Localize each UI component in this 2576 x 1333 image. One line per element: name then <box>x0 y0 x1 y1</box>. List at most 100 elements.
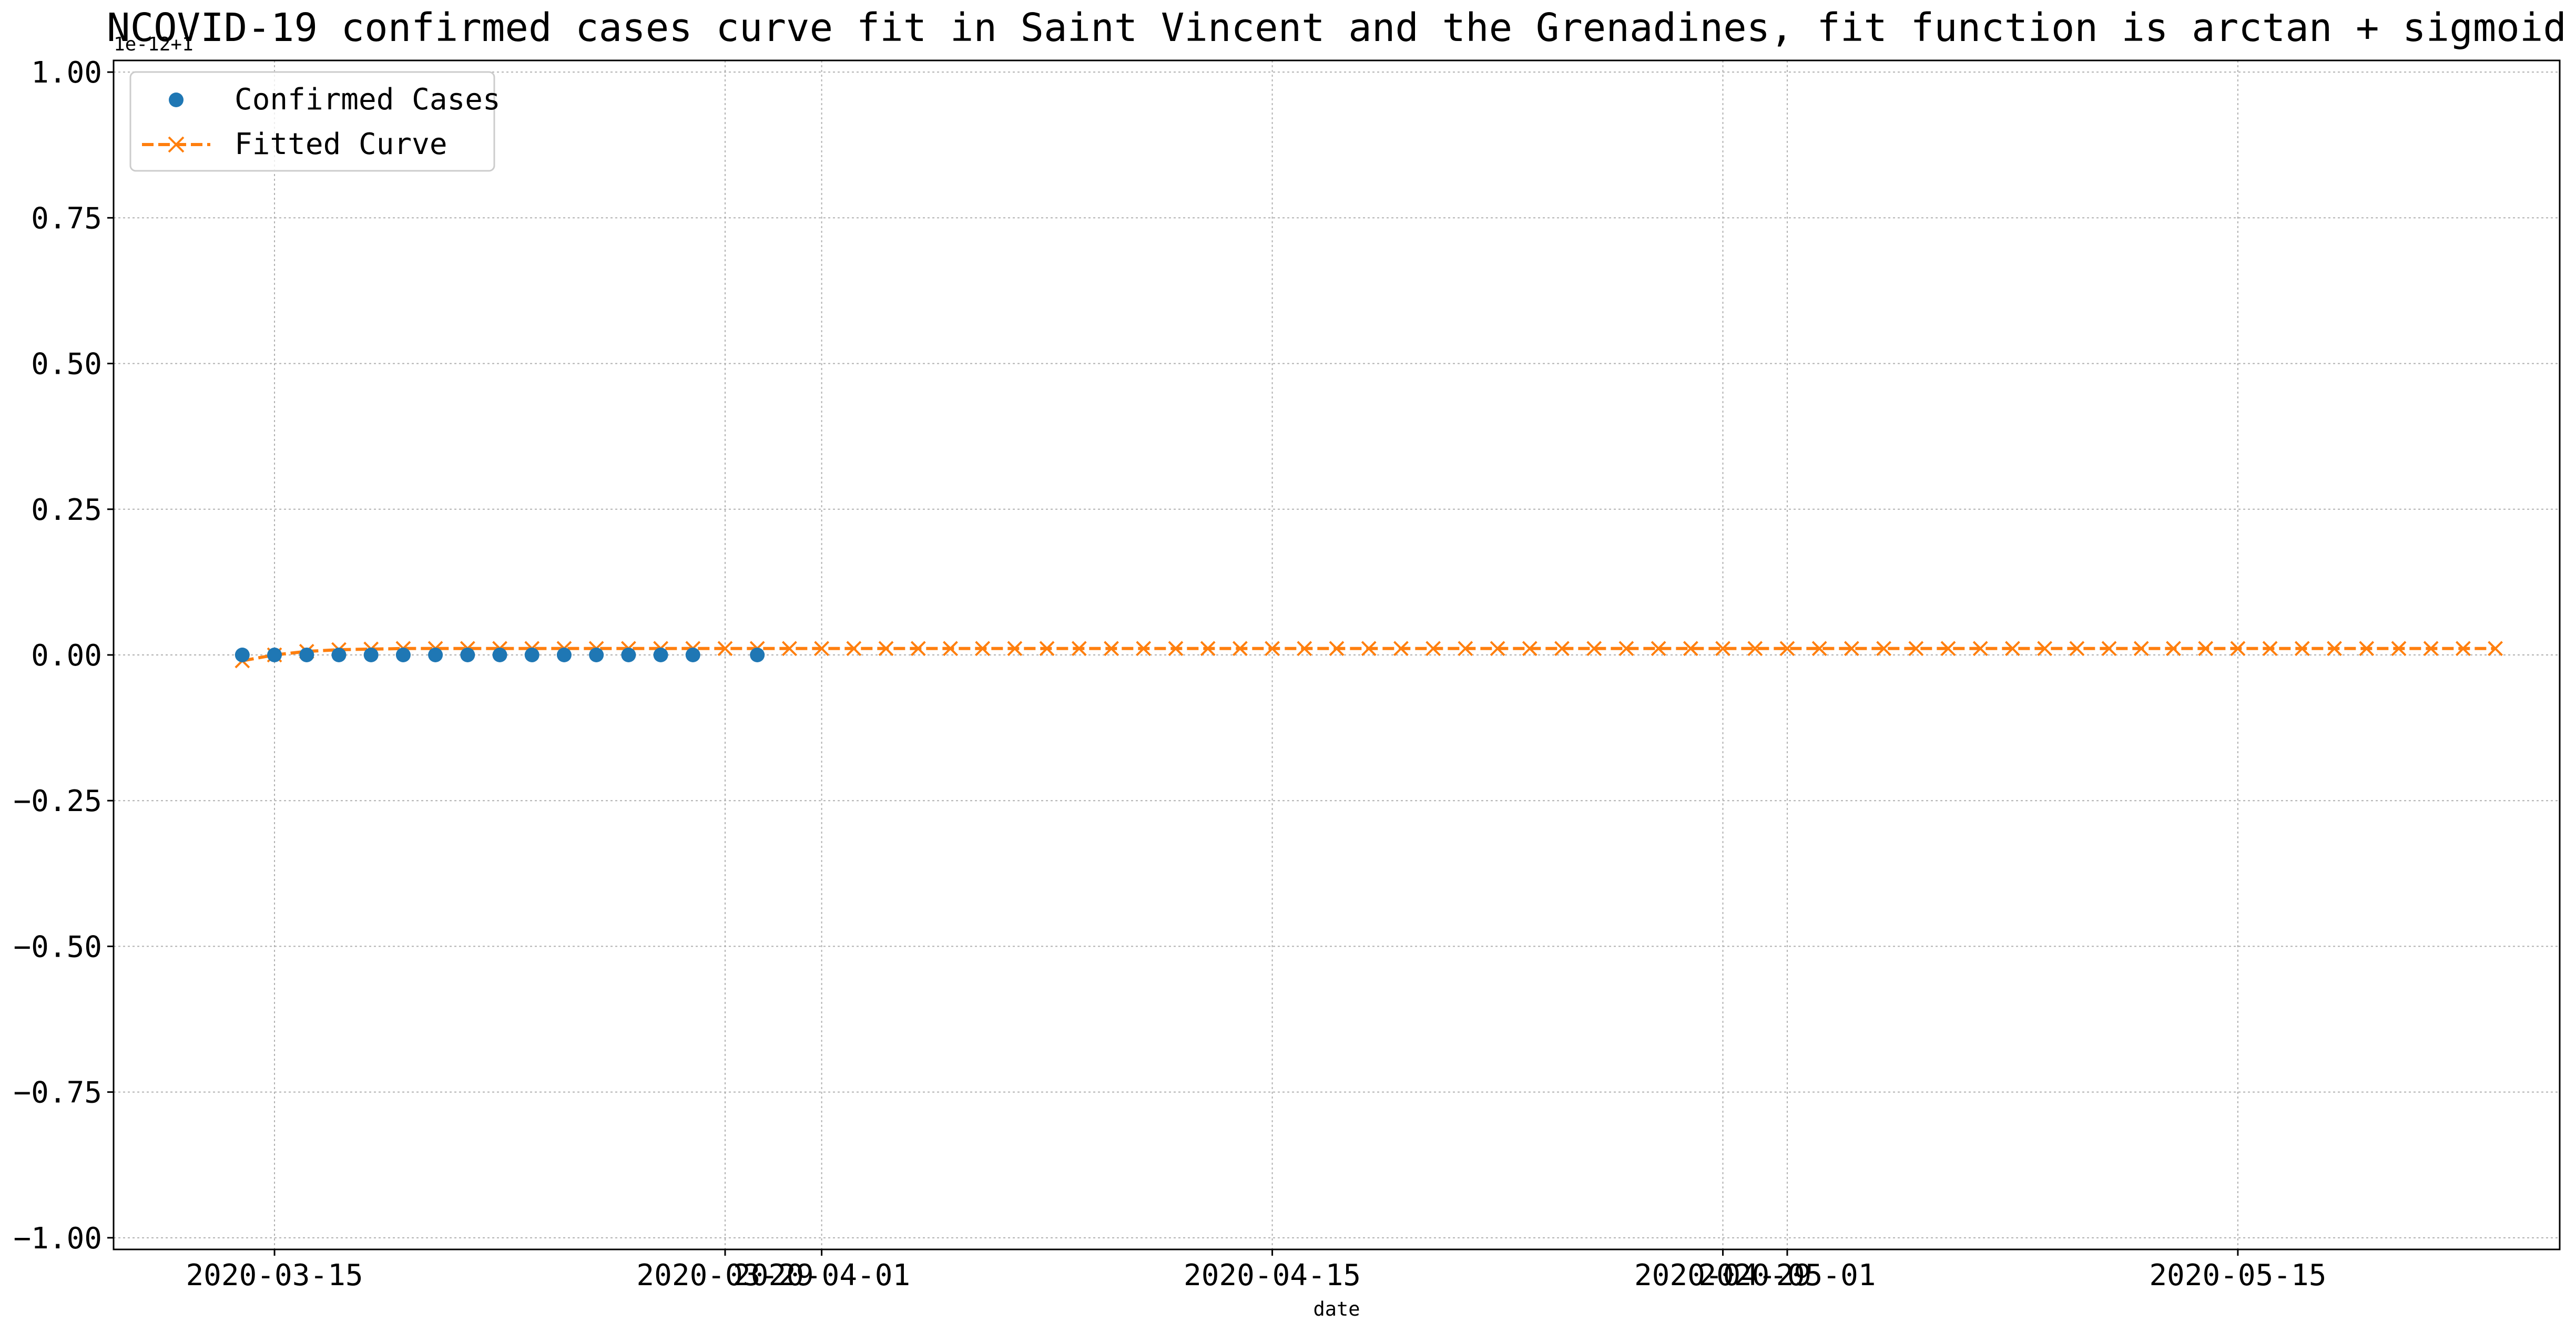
fitted-curve-point <box>1683 641 1698 657</box>
confirmed-cases-point <box>750 648 765 662</box>
fitted-curve-point <box>2166 641 2181 657</box>
confirmed-cases-series <box>235 648 765 662</box>
fitted-curve-point <box>1136 641 1152 657</box>
confirmed-cases-point <box>653 648 668 662</box>
fitted-curve-point <box>814 641 830 657</box>
fitted-curve-point <box>846 641 862 657</box>
fitted-curve-point <box>717 641 733 657</box>
x-axis-label: date <box>1313 1298 1360 1320</box>
fitted-curve-point <box>1329 641 1345 657</box>
fitted-curve-point <box>1522 641 1538 657</box>
legend-marker-confirmed-cases <box>169 93 184 107</box>
confirmed-cases-point <box>235 648 250 662</box>
fitted-curve-point <box>2455 641 2471 657</box>
y-tick-label: 0.50 <box>31 347 102 382</box>
fitted-curve-point <box>1715 641 1730 657</box>
x-tick-label: 2020-03-15 <box>186 1258 363 1293</box>
confirmed-cases-point <box>460 648 475 662</box>
fitted-curve-point <box>1747 641 1763 657</box>
fitted-curve-point <box>2359 641 2375 657</box>
fitted-curve-point <box>1940 641 1956 657</box>
legend: Confirmed Cases Fitted Curve <box>129 71 501 172</box>
y-offset-label: 1e-12+1 <box>114 34 194 55</box>
confirmed-cases-point <box>395 648 411 662</box>
fitted-curve-point <box>782 641 797 657</box>
y-tick-label: −0.50 <box>13 930 102 964</box>
confirmed-cases-point <box>492 648 507 662</box>
fitted-curve-point <box>1361 641 1377 657</box>
confirmed-cases-point <box>685 648 700 662</box>
fitted-curve-point <box>943 641 958 657</box>
y-tick-label: −0.75 <box>13 1076 102 1110</box>
fitted-curve-point <box>2391 641 2407 657</box>
x-tick-label: 2020-04-01 <box>733 1258 910 1293</box>
fitted-curve-point <box>1490 641 1505 657</box>
fitted-curve-point <box>2230 641 2246 657</box>
y-tick-label: 1.00 <box>31 56 102 90</box>
fitted-curve-point <box>1876 641 1891 657</box>
x-tick-label: 2020-03-29 <box>636 1258 813 1293</box>
fitted-curve-point <box>1779 641 1795 657</box>
confirmed-cases-point <box>299 648 314 662</box>
fitted-curve-point <box>1007 641 1023 657</box>
fitted-curve-point <box>2423 641 2439 657</box>
fitted-curve-point <box>2069 641 2085 657</box>
legend-label-confirmed-cases: Confirmed Cases <box>235 83 501 117</box>
fitted-curve-point <box>1104 641 1119 657</box>
fitted-curve-point <box>1844 641 1859 657</box>
fitted-curve-point <box>1297 641 1312 657</box>
fitted-curve-point <box>1972 641 1988 657</box>
fitted-curve-point <box>1458 641 1473 657</box>
x-tick-label: 2020-04-29 <box>1634 1258 1811 1293</box>
fitted-curve-point <box>1651 641 1666 657</box>
fitted-curve-point <box>2327 641 2342 657</box>
fitted-curve-point <box>2262 641 2278 657</box>
x-tick-label: 2020-05-15 <box>2149 1258 2326 1293</box>
y-tick-label: 0.75 <box>31 201 102 235</box>
legend-label-fitted-curve: Fitted Curve <box>235 127 447 161</box>
confirmed-cases-point <box>524 648 539 662</box>
fitted-curve-point <box>1168 641 1184 657</box>
legend-marker-fitted-curve <box>168 136 185 153</box>
fitted-curve-point <box>2005 641 2020 657</box>
fitted-curve-point <box>878 641 894 657</box>
grid <box>114 60 2560 1249</box>
fitted-curve-point <box>1554 641 1570 657</box>
fitted-curve-point <box>1232 641 1248 657</box>
fitted-curve-point <box>975 641 991 657</box>
fitted-curve-point <box>2037 641 2053 657</box>
y-tick-label: 0.00 <box>31 639 102 673</box>
y-axis: 1.00 0.75 0.50 0.25 0.00 −0.25 −0.50 −0.75 −1.00 <box>13 56 114 1256</box>
fitted-curve-point <box>1393 641 1409 657</box>
fitted-curve-point <box>2488 641 2503 657</box>
confirmed-cases-point <box>363 648 379 662</box>
confirmed-cases-point <box>589 648 604 662</box>
fitted-curve-point <box>1071 641 1087 657</box>
fitted-curve-point <box>2101 641 2117 657</box>
fitted-curve-point <box>2294 641 2310 657</box>
fitted-curve-point <box>1426 641 1441 657</box>
y-tick-label: −1.00 <box>13 1222 102 1256</box>
confirmed-cases-point <box>621 648 636 662</box>
fitted-curve-point <box>1586 641 1602 657</box>
y-tick-label: −0.25 <box>13 784 102 818</box>
confirmed-cases-point <box>331 648 347 662</box>
fitted-curve-point <box>1039 641 1055 657</box>
fitted-curve-point <box>910 641 926 657</box>
confirmed-cases-point <box>556 648 572 662</box>
fitted-curve-point <box>1908 641 1924 657</box>
fitted-curve-point <box>2133 641 2149 657</box>
x-tick-label: 2020-05-01 <box>1698 1258 1876 1293</box>
fitted-curve-point <box>2198 641 2214 657</box>
fitted-curve-point <box>1200 641 1216 657</box>
chart-title: NCOVID-19 confirmed cases curve fit in S… <box>107 5 2567 50</box>
x-tick-label: 2020-04-15 <box>1184 1258 1361 1293</box>
fitted-curve-point <box>1618 641 1634 657</box>
fitted-curve-point <box>1811 641 1827 657</box>
confirmed-cases-point <box>428 648 443 662</box>
confirmed-cases-point <box>267 648 282 662</box>
fitted-curve-point <box>1265 641 1280 657</box>
y-tick-label: 0.25 <box>31 493 102 527</box>
